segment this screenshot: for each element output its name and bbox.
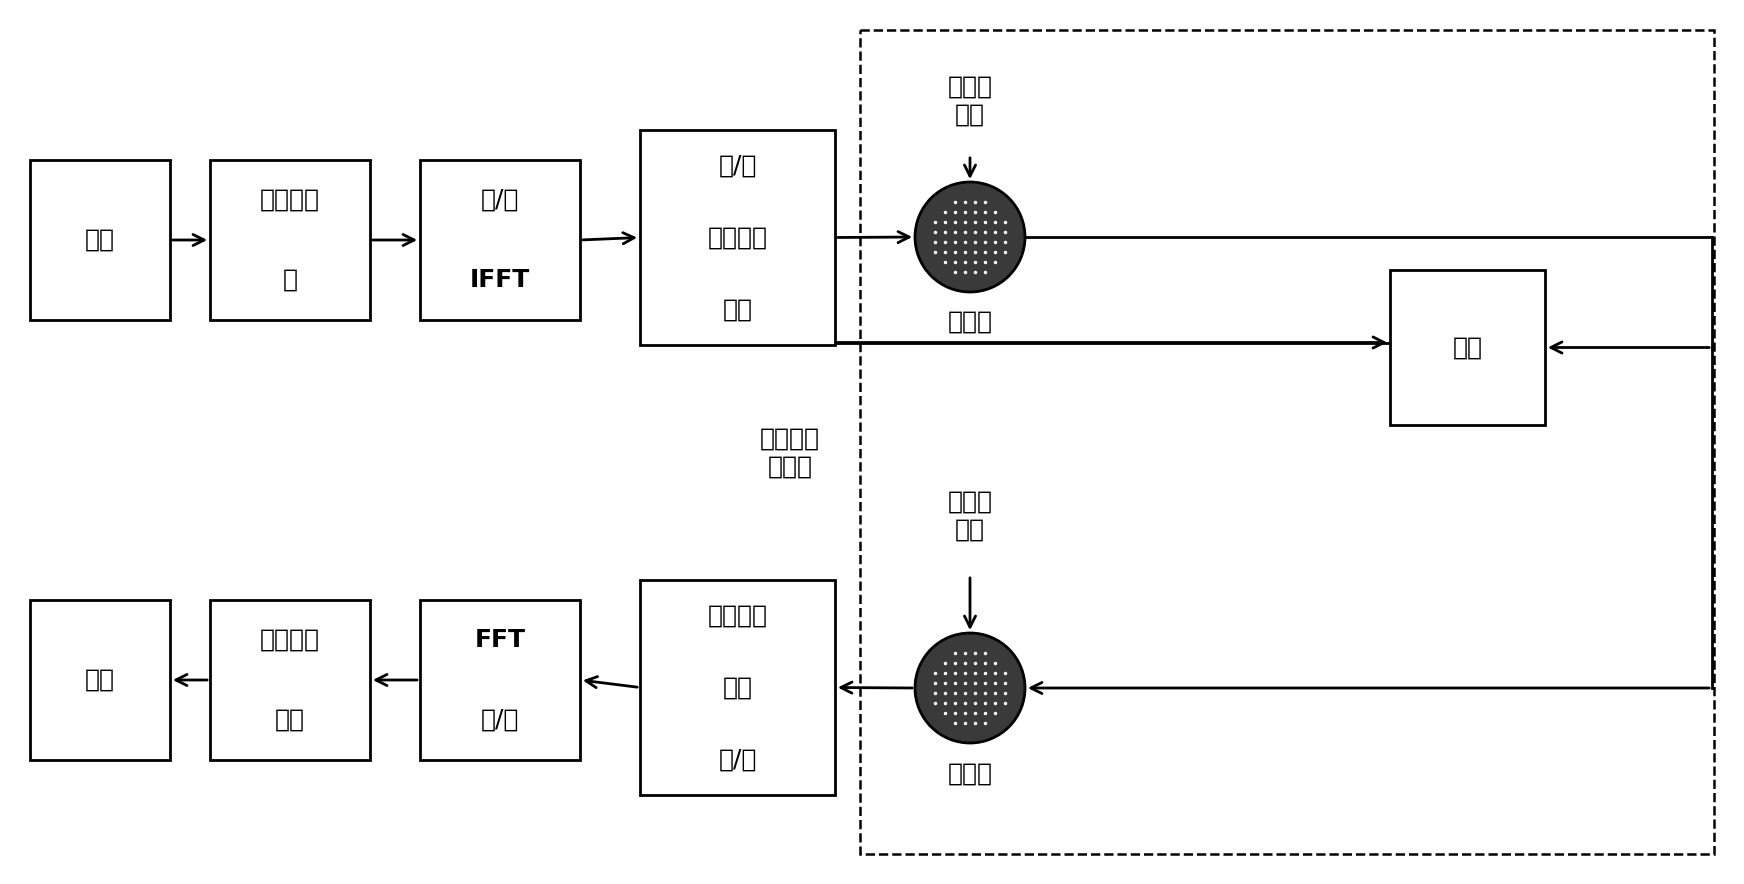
Bar — [420, 600, 581, 760]
Text: 串/并: 串/并 — [481, 188, 520, 212]
Text: 并/串: 并/串 — [719, 154, 757, 178]
Text: 发送端
本振: 发送端 本振 — [947, 75, 992, 126]
Text: 添加循环: 添加循环 — [708, 225, 767, 249]
Text: 星座图映: 星座图映 — [260, 188, 319, 212]
Ellipse shape — [916, 182, 1025, 292]
Bar — [860, 30, 1714, 854]
Text: 上变频: 上变频 — [947, 310, 992, 334]
Bar — [420, 160, 581, 320]
Bar — [640, 580, 835, 795]
Text: 前缀: 前缀 — [722, 675, 752, 699]
Text: 前缀: 前缀 — [722, 297, 752, 321]
Bar — [209, 160, 370, 320]
Text: 下变频: 下变频 — [947, 762, 992, 786]
Text: 并/串: 并/串 — [481, 708, 520, 732]
Text: 去除循环: 去除循环 — [708, 604, 767, 628]
Text: 射: 射 — [283, 268, 298, 292]
Text: 符号均衡: 符号均衡 — [260, 628, 319, 652]
Text: 信源: 信源 — [85, 228, 115, 252]
Text: 检测: 检测 — [276, 708, 305, 732]
Ellipse shape — [916, 633, 1025, 743]
Bar — [30, 600, 169, 760]
Bar — [1390, 270, 1545, 425]
Bar — [640, 130, 835, 345]
Text: 信道: 信道 — [1453, 336, 1482, 360]
Text: 接收端
本振: 接收端 本振 — [947, 490, 992, 542]
Text: IFFT: IFFT — [469, 268, 530, 292]
Bar — [209, 600, 370, 760]
Text: 加性高斯
白噪声: 加性高斯 白噪声 — [760, 427, 820, 479]
Text: 信宿: 信宿 — [85, 668, 115, 692]
Bar — [30, 160, 169, 320]
Text: FFT: FFT — [474, 628, 525, 652]
Text: 并/串: 并/串 — [719, 747, 757, 771]
